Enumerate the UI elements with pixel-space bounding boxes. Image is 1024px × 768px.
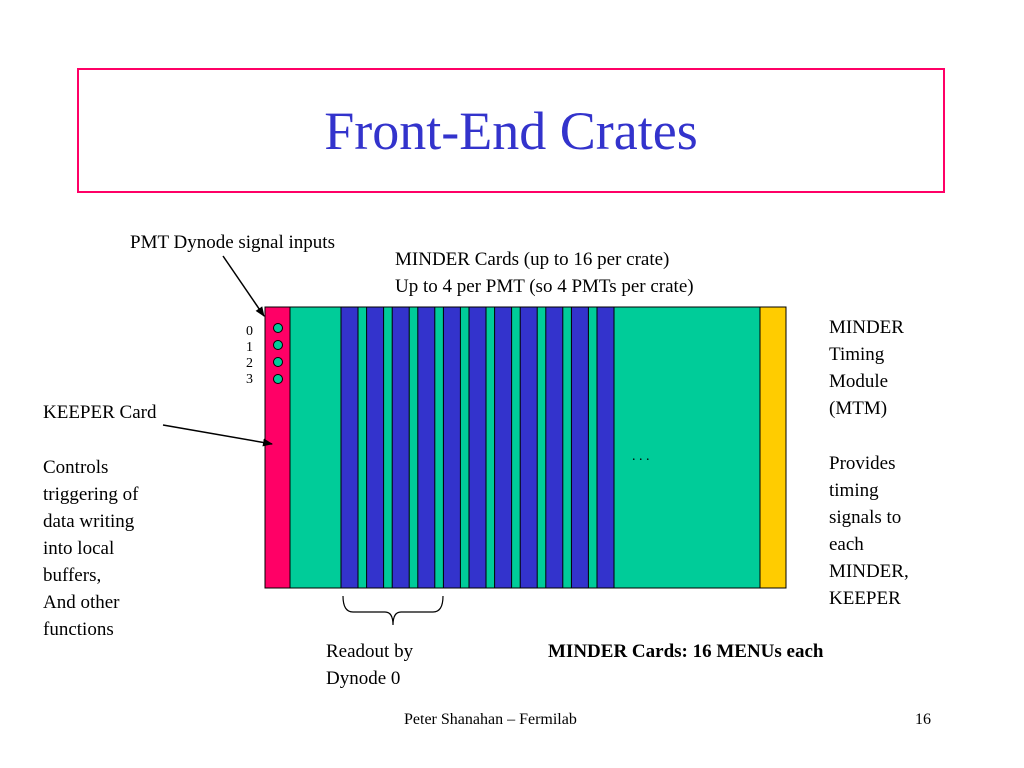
pmt-input-dot bbox=[273, 323, 283, 333]
footer-author: Peter Shanahan – Fermilab bbox=[404, 711, 577, 728]
keeper-arrow bbox=[162, 424, 273, 447]
input-number-0: 0 bbox=[246, 324, 253, 339]
pmt-input-dot bbox=[273, 374, 283, 384]
input-number-3: 3 bbox=[246, 372, 253, 387]
minder-card bbox=[519, 306, 538, 589]
pmt-inputs-label: PMT Dynode signal inputs bbox=[130, 232, 335, 253]
readout-brace bbox=[342, 595, 444, 626]
minder-card bbox=[340, 306, 359, 589]
minder-card bbox=[468, 306, 487, 589]
pmt-input-dot bbox=[273, 340, 283, 350]
minder-cards-label-line2: Up to 4 per PMT (so 4 PMTs per crate) bbox=[395, 276, 694, 297]
mtm-card bbox=[759, 306, 787, 589]
slide-title: Front-End Crates bbox=[324, 100, 698, 161]
ellipsis: . . . bbox=[632, 449, 650, 464]
menus-note: MINDER Cards: 16 MENUs each bbox=[548, 641, 824, 662]
mtm-description: Provides timing signals to each MINDER, … bbox=[829, 453, 909, 609]
page-number: 16 bbox=[915, 711, 931, 728]
minder-card bbox=[442, 306, 461, 589]
pmt-input-dot bbox=[273, 357, 283, 367]
minder-card bbox=[570, 306, 589, 589]
keeper-description: Controls triggering of data writing into… bbox=[43, 457, 139, 640]
minder-cards bbox=[340, 306, 615, 589]
readout-label: Readout by Dynode 0 bbox=[326, 641, 414, 689]
minder-card bbox=[417, 306, 436, 589]
minder-card bbox=[596, 306, 615, 589]
pmt-inputs-arrow bbox=[222, 255, 265, 317]
input-number-2: 2 bbox=[246, 356, 253, 371]
minder-cards-label-line1: MINDER Cards (up to 16 per crate) bbox=[395, 249, 670, 270]
title-box: Front-End Crates bbox=[77, 68, 945, 193]
minder-card bbox=[545, 306, 564, 589]
minder-card bbox=[366, 306, 385, 589]
minder-card bbox=[391, 306, 410, 589]
mtm-name-label: MINDER Timing Module (MTM) bbox=[829, 317, 904, 419]
input-dots bbox=[273, 323, 283, 384]
keeper-name-label: KEEPER Card bbox=[43, 402, 157, 423]
input-number-1: 1 bbox=[246, 340, 253, 355]
minder-card bbox=[494, 306, 513, 589]
keeper-card bbox=[264, 306, 291, 589]
